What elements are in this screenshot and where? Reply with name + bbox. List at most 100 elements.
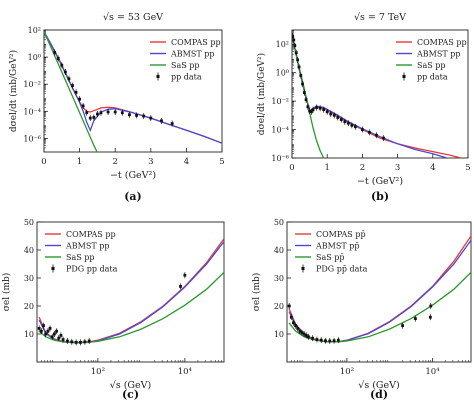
data-point — [306, 103, 310, 110]
data-marker — [83, 340, 87, 344]
data-marker — [306, 105, 310, 109]
legend-marker — [51, 267, 55, 270]
data-marker — [413, 317, 417, 320]
data-marker — [292, 321, 295, 325]
panel-a: √s = 53 GeV 0 1 2 3 4 5 10⁻⁶ 10⁻⁴ 10⁻² 10⁰ 10² −t (G… — [8, 12, 225, 203]
y-tick-label: 10⁻² — [271, 97, 289, 106]
data-point — [332, 337, 336, 344]
data-marker — [50, 335, 54, 339]
data-marker — [81, 104, 85, 108]
legend-label: SaS pp — [417, 61, 446, 70]
legend-label: ABMST pp — [170, 50, 214, 59]
data-marker — [332, 113, 336, 117]
data-point — [322, 106, 326, 113]
y-axis-label: σel (mb) — [1, 273, 12, 312]
data-marker — [87, 339, 91, 343]
x-tick-label: 5 — [465, 163, 470, 173]
panel-label: (a) — [124, 190, 142, 203]
data-point — [78, 96, 81, 103]
data-marker — [336, 338, 340, 342]
data-point — [63, 69, 67, 76]
data-point — [67, 75, 71, 82]
data-marker — [308, 109, 311, 113]
y-axis-label: dσel/dt (mb/GeV²) — [256, 53, 267, 135]
y-tick-label: 50 — [274, 218, 284, 227]
x-tick-label: 4 — [184, 157, 189, 167]
data-marker — [42, 324, 45, 327]
data-point — [325, 108, 329, 115]
data-point — [324, 337, 327, 344]
data-point — [353, 123, 357, 130]
data-point — [302, 331, 306, 337]
data-point — [56, 55, 60, 62]
data-point — [298, 328, 302, 335]
data-marker — [328, 339, 332, 343]
data-marker — [60, 63, 64, 67]
plot-area — [37, 238, 224, 346]
data-point — [319, 337, 323, 344]
data-point — [329, 110, 333, 117]
data-point — [52, 331, 56, 337]
y-tick-label: 40 — [274, 246, 284, 255]
data-marker — [99, 111, 103, 115]
legend-marker — [301, 267, 305, 270]
data-marker — [311, 336, 315, 340]
data-marker — [361, 128, 364, 131]
data-point — [293, 42, 297, 49]
data-point — [297, 63, 301, 70]
x-axis-label: √s (GeV) — [358, 380, 399, 391]
data-marker — [70, 340, 74, 344]
data-marker — [79, 341, 82, 344]
data-point — [375, 132, 378, 139]
data-marker — [353, 125, 357, 129]
data-point — [292, 319, 295, 326]
data-point — [50, 333, 54, 340]
legend-label: ABMST pp — [416, 50, 460, 59]
data-marker — [52, 332, 56, 336]
legend-label: SaS pp — [66, 253, 95, 262]
data-point — [296, 325, 300, 332]
data-marker — [56, 57, 60, 60]
plot-frame — [286, 221, 472, 363]
data-marker — [300, 331, 304, 334]
series-line-1 — [44, 31, 222, 144]
y-tick-label: 10² — [28, 26, 41, 35]
data-point — [44, 331, 48, 337]
data-marker — [96, 112, 99, 116]
plot-area — [292, 33, 462, 158]
data-marker — [128, 113, 131, 117]
data-point — [120, 109, 124, 116]
legend-label: PDG pp data — [66, 265, 118, 274]
data-point — [59, 332, 63, 339]
data-marker — [322, 108, 326, 112]
data-marker — [160, 119, 163, 123]
series-line-0 — [288, 235, 471, 343]
data-point — [149, 115, 153, 122]
panel-b: √s = 7 TeV 0 1 2 3 4 5 10⁻⁶ 10⁻⁴ 10⁻² 10⁰ 10² −t (Ge… — [256, 12, 471, 203]
data-point — [88, 115, 92, 122]
y-tick-label: 20 — [24, 302, 34, 311]
chart-title: √s = 7 TeV — [354, 12, 406, 23]
data-point — [292, 36, 296, 43]
x-tick-label: 0 — [289, 163, 294, 173]
y-tick-label: 40 — [24, 246, 34, 255]
data-marker — [325, 110, 329, 114]
data-point — [289, 314, 293, 321]
data-marker — [293, 44, 297, 48]
x-tick-label: 10⁴ — [425, 367, 440, 377]
data-point — [37, 325, 41, 332]
data-point — [304, 96, 308, 103]
data-marker — [149, 116, 153, 120]
data-point — [135, 112, 138, 119]
data-point — [294, 322, 297, 329]
data-marker — [343, 120, 347, 124]
data-marker — [292, 38, 296, 42]
y-tick-label: 10⁻⁶ — [271, 154, 289, 163]
panel-label: (d) — [370, 388, 388, 401]
data-marker — [59, 334, 63, 337]
series-line-2 — [288, 271, 471, 343]
y-tick-label: 10⁻⁶ — [23, 134, 41, 143]
data-marker — [63, 70, 67, 74]
series-line-2 — [44, 31, 98, 152]
